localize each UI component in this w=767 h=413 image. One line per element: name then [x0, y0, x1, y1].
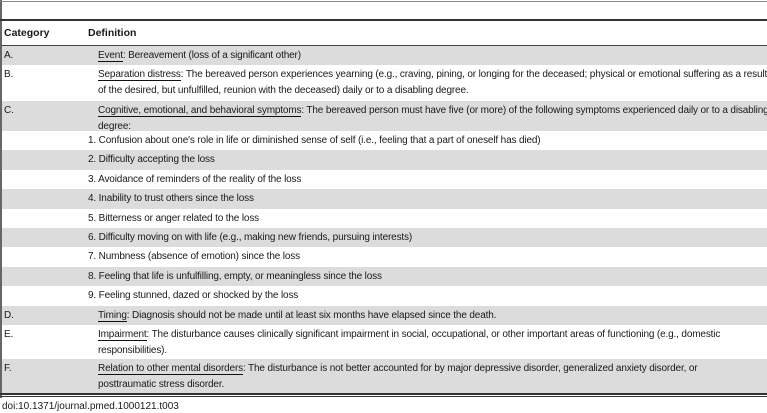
symptom-row: 6. Difficulty moving on with life (e.g.,… [2, 227, 767, 248]
row-definition: Separation distress: The bereaved person… [98, 67, 767, 99]
symptom-text: 7. Numbness (absence of emotion) since t… [88, 251, 300, 263]
row-term: Separation distress [98, 69, 181, 81]
row-definition: Impairment: The disturbance causes clini… [98, 327, 767, 359]
row-text: : The disturbance is not better accounte… [98, 362, 698, 390]
row-text: : Bereavement (loss of a significant oth… [122, 50, 301, 61]
row-definition: Relation to other mental disorders: The … [98, 361, 758, 393]
header-definition: Definition [88, 27, 137, 39]
header-category: Category [4, 27, 50, 39]
row-category: E. [4, 328, 14, 340]
top-rule [0, 1, 767, 2]
symptom-text: 8. Feeling that life is unfulfilling, em… [88, 270, 382, 282]
row-definition: Timing: Diagnosis should not be made unt… [98, 308, 767, 324]
row-text: : Diagnosis should not be made until at … [126, 309, 497, 321]
symptom-row: 3. Avoidance of reminders of the reality… [2, 170, 767, 189]
symptom-row: 8. Feeling that life is unfulfilling, em… [2, 266, 767, 287]
bottom-rule [0, 393, 767, 395]
symptom-text: 3. Avoidance of reminders of the reality… [88, 173, 302, 185]
table-body: A. Event: Bereavement (loss of a signifi… [2, 46, 767, 393]
row-definition: Event: Bereavement (loss of a significan… [98, 48, 767, 64]
symptom-text: 5. Bitterness or anger related to the lo… [88, 212, 260, 224]
symptom-row: 2. Difficulty accepting the loss [2, 150, 767, 170]
bottom-rule-2 [0, 396, 767, 397]
table-row: B. Separation distress: The bereaved per… [2, 65, 767, 101]
row-term: Event [98, 50, 123, 62]
symptom-row: 1. Confusion about one's role in life or… [2, 131, 767, 150]
symptom-row: 4. Inability to trust others since the l… [2, 189, 767, 209]
symptom-text: 1. Confusion about one's role in life or… [88, 135, 541, 146]
row-text: : The bereaved person must have five (or… [98, 105, 767, 132]
doi-caption[interactable]: doi:10.1371/journal.pmed.1000121.t003 [2, 401, 179, 412]
row-text: : The disturbance causes clinically sign… [98, 328, 721, 356]
row-category: F. [4, 362, 12, 374]
row-term: Impairment [98, 328, 147, 341]
row-text: : The bereaved person experiences yearni… [98, 69, 767, 96]
table-row: C. Cognitive, emotional, and behavioral … [2, 101, 767, 132]
table-header: Category Definition [2, 21, 767, 46]
symptom-text: 9. Feeling stunned, dazed or shocked by … [88, 290, 299, 302]
symptom-text: 2. Difficulty accepting the loss [88, 154, 215, 166]
symptom-text: 6. Difficulty moving on with life (e.g.,… [88, 231, 413, 243]
row-term: Timing [98, 309, 127, 322]
row-term: Relation to other mental disorders [98, 362, 243, 375]
symptom-row: 9. Feeling stunned, dazed or shocked by … [2, 286, 767, 305]
table-frame [0, 0, 2, 398]
table-row: E. Impairment: The disturbance causes cl… [2, 325, 767, 359]
row-category: B. [4, 69, 14, 80]
header-rule [0, 19, 767, 21]
row-category: A. [4, 50, 14, 61]
row-definition: Cognitive, emotional, and behavioral sym… [98, 103, 767, 135]
row-category: D. [4, 309, 14, 321]
row-term: Cognitive, emotional, and behavioral sym… [98, 105, 302, 117]
table-row: A. Event: Bereavement (loss of a signifi… [2, 46, 767, 65]
symptom-row: 5. Bitterness or anger related to the lo… [2, 209, 767, 228]
row-category: C. [4, 105, 14, 116]
symptom-text: 4. Inability to trust others since the l… [88, 193, 254, 205]
table-row: D. Timing: Diagnosis should not be made … [2, 305, 767, 325]
symptom-row: 7. Numbness (absence of emotion) since t… [2, 247, 767, 266]
table-row: F. Relation to other mental disorders: T… [2, 358, 767, 393]
